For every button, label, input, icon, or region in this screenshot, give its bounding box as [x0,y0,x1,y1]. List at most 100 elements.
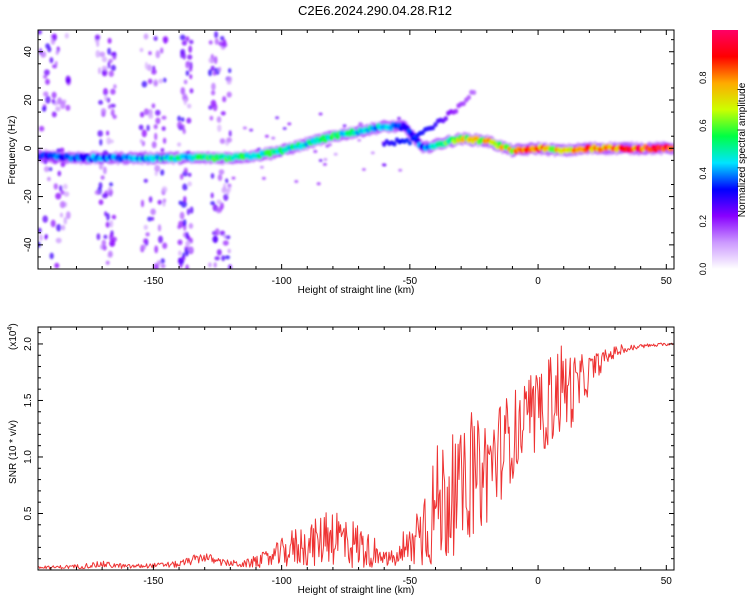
snr-y-tick-label: 1.0 [23,450,34,464]
noise-speckle [110,103,116,108]
snr-panel: -150 -100 -50 0 50 0.5 1.0 1.5 2.0 (x104) Heigh… [7,323,675,596]
colorbar-tick-label: 0.4 [698,167,708,180]
noise-speckle [108,250,113,257]
noise-speckle [160,47,164,54]
noise-speckle [322,162,327,166]
noise-speckle [189,237,193,244]
noise-speckle [209,115,214,121]
noise-speckle [228,130,232,137]
noise-speckle [179,34,186,41]
noise-speckle [231,176,236,180]
branch-point [453,108,459,114]
noise-speckle [185,61,190,69]
noise-speckle [162,137,167,144]
noise-speckle [147,78,153,85]
noise-speckle [109,239,116,247]
noise-speckle [42,106,47,112]
noise-speckle [189,74,193,80]
noise-speckle [177,224,182,230]
snr-x-tick-label: 50 [661,576,673,587]
noise-speckle [163,36,167,44]
noise-speckle [151,141,157,149]
noise-speckle [45,43,50,49]
noise-speckle [187,54,193,60]
spectrogram-y-tick-label: -40 [23,237,34,252]
noise-speckle [162,242,168,249]
noise-speckle [333,152,338,156]
noise-speckle [186,247,193,253]
noise-speckle [318,159,323,162]
noise-speckle [219,138,226,144]
noise-speckle [106,130,110,136]
noise-speckle [223,193,229,201]
snr-y-axis-label: SNR (10 * v/v) [8,420,19,484]
spectrogram-x-axis-label: Height of straight line (km) [298,285,415,296]
noise-speckle [105,221,111,228]
noise-speckle [61,224,66,231]
noise-speckle [225,178,229,184]
noise-speckle [287,122,292,126]
noise-speckle [57,170,62,177]
noise-speckle [154,245,159,254]
noise-speckle [151,103,156,109]
noise-speckle [187,181,192,187]
noise-speckle [59,201,66,209]
noise-speckle [185,36,190,42]
noise-speckle [139,111,145,118]
noise-speckle [101,68,108,77]
snr-frame [37,326,675,571]
noise-speckle [102,193,108,199]
branch-point [430,125,436,131]
noise-speckle [242,126,247,130]
noise-speckle [226,91,232,98]
noise-speckle [189,206,194,214]
noise-speckle [59,212,64,218]
noise-speckle [138,124,144,131]
snr-x-tick-label: -150 [143,576,163,587]
noise-speckle [112,55,117,60]
noise-speckle [157,199,163,205]
noise-speckle [261,176,266,180]
noise-speckle [101,239,107,246]
noise-speckle [323,158,328,161]
noise-speckle [220,111,226,116]
noise-speckle [183,79,188,85]
noise-speckle [60,190,65,195]
noise-speckle [63,216,68,225]
noise-speckle [226,137,233,143]
noise-speckle [214,256,220,261]
noise-speckle [185,70,190,76]
noise-speckle [100,175,105,180]
snr-y-tick-label: 0.5 [23,506,34,520]
noise-speckle [181,40,187,46]
noise-speckle [98,67,101,75]
noise-speckle [141,80,148,88]
noise-speckle [318,112,323,116]
noise-speckle [211,90,216,96]
noise-speckle [49,57,54,64]
noise-speckle [208,40,213,45]
noise-speckle [271,136,276,140]
noise-speckle [46,176,51,182]
noise-speckle [151,68,157,75]
noise-speckle [208,262,212,268]
noise-speckle [45,95,51,104]
noise-speckle [105,260,110,265]
noise-speckle [99,138,103,146]
noise-speckle [185,240,191,247]
noise-speckle [51,98,56,104]
noise-speckle [361,168,366,171]
snr-x-axis-label: Height of straight line (km) [298,585,415,596]
noise-speckle [101,56,108,63]
noise-speckle [51,91,57,99]
noise-speckle [325,144,330,148]
noise-speckle [216,249,222,256]
noise-speckle [59,185,63,192]
noise-speckle [282,127,287,130]
spectrogram-x-tick-label: 0 [535,276,541,287]
noise-speckle [160,169,165,176]
noise-speckle [62,183,68,190]
noise-speckle [177,142,182,147]
noise-speckle [107,37,112,44]
noise-speckle [110,64,116,71]
